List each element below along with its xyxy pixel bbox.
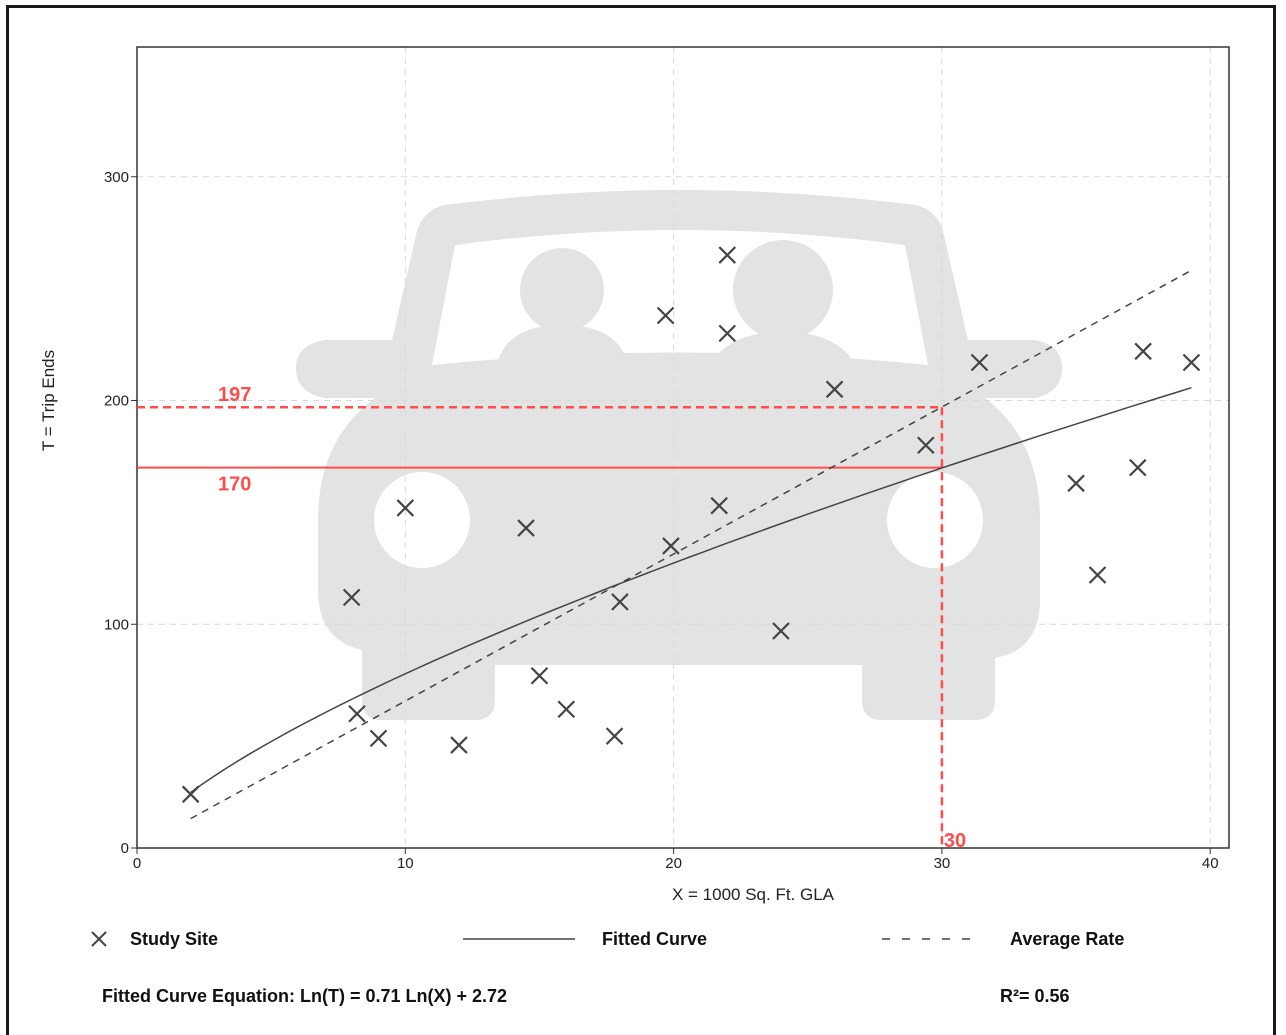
legend-fitted-curve-label: Fitted Curve [602, 929, 708, 949]
car-with-passengers-icon [296, 190, 1062, 720]
annotation-label-197: 197 [218, 384, 251, 406]
study-site-point [557, 700, 576, 719]
axes: 0 10 20 30 40 0 100 200 300 [104, 46, 1230, 872]
study-site-point [772, 622, 790, 640]
x-tick-label: 20 [665, 855, 682, 872]
grid-lines [137, 47, 1229, 848]
study-site-point [611, 593, 629, 611]
y-axis-label: T = Trip Ends [39, 350, 58, 451]
study-site-point [1088, 566, 1107, 584]
trend-lines [190, 269, 1192, 820]
fitted-curve-line [190, 386, 1192, 794]
x-axis-label: X = 1000 Sq. Ft. GLA [672, 885, 835, 904]
legend-average-rate-label: Average Rate [1010, 929, 1125, 949]
study-site-point [718, 246, 737, 264]
study-site-point [530, 666, 549, 685]
study-site-point [656, 306, 675, 325]
study-site-point [369, 729, 388, 748]
study-site-point [710, 496, 728, 515]
study-site-point [662, 537, 680, 555]
study-site-point [517, 519, 535, 537]
study-site-point [605, 727, 624, 745]
axis-labels: X = 1000 Sq. Ft. GLA T = Trip Ends [39, 350, 835, 904]
study-site-point [825, 380, 844, 399]
study-site-point [348, 704, 366, 723]
r-squared: R²= 0.56 [1000, 986, 1070, 1006]
report-frame [6, 5, 1276, 1035]
y-tick-label: 200 [104, 393, 129, 410]
y-tick-label: 100 [104, 616, 129, 633]
study-site-point [181, 785, 200, 804]
x-tick-label: 30 [934, 855, 951, 872]
average-rate-line [190, 269, 1192, 820]
study-site-point [396, 499, 415, 517]
study-site-point [1067, 474, 1085, 493]
study-site-point [450, 736, 468, 754]
y-tick-label: 300 [104, 169, 129, 186]
study-site-point [1128, 458, 1147, 477]
study-site-point [917, 436, 935, 455]
study-site-point [970, 353, 989, 372]
study-site-point [1134, 342, 1152, 361]
annotations: 197 170 30 [137, 384, 966, 852]
y-tick-label: 0 [121, 840, 129, 857]
plot-border [136, 46, 1230, 849]
fitted-curve-equation: Fitted Curve Equation: Ln(T) = 0.71 Ln(X… [102, 986, 508, 1006]
study-site-point [718, 324, 737, 343]
annotation-label-170: 170 [218, 474, 251, 496]
x-tick-label: 40 [1202, 855, 1219, 872]
legend-study-site-marker [91, 931, 107, 947]
legend-study-site-label: Study Site [130, 929, 219, 949]
data-points [181, 246, 1201, 804]
study-site-point [342, 588, 361, 607]
x-tick-label: 0 [133, 855, 141, 872]
annotation-label-30: 30 [944, 830, 966, 852]
study-site-point [1182, 353, 1201, 372]
x-tick-label: 10 [397, 855, 414, 872]
